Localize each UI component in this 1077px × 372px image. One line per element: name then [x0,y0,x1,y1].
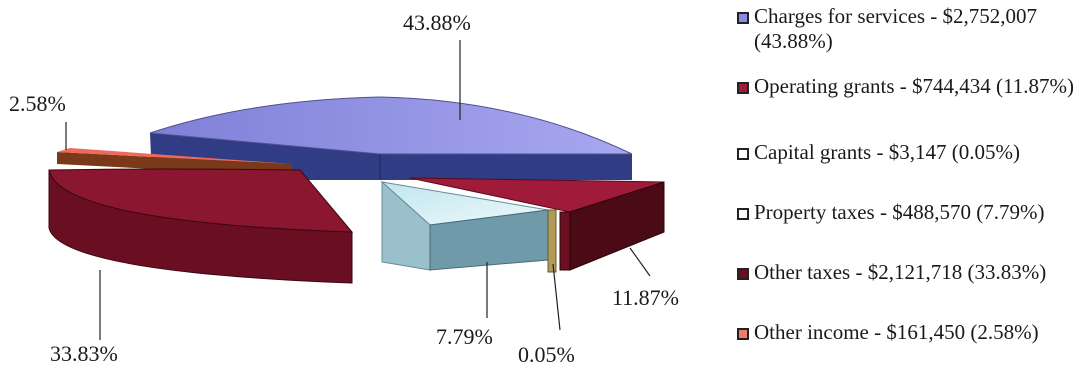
legend-swatch-capital-grants [737,148,749,160]
legend-swatch-other-income [737,328,749,340]
legend-swatch-operating-grants [737,82,749,94]
legend-label-other-income: Other income - $161,450 (2.58%) [754,320,1074,345]
pct-label-other-taxes: 33.83% [50,341,118,366]
pct-label-capital-grants: 0.05% [518,342,575,367]
legend-label-property-taxes: Property taxes - $488,570 (7.79%) [754,200,1074,225]
legend-swatch-charges-for-services [737,12,749,24]
legend-label-capital-grants: Capital grants - $3,147 (0.05%) [754,140,1074,165]
pct-label-other-income: 2.58% [9,91,66,116]
legend-label-other-taxes: Other taxes - $2,121,718 (33.83%) [754,260,1074,285]
legend-label-charges-for-services: Charges for services - $2,752,007 (43.88… [754,4,1074,54]
pct-label-property-taxes: 7.79% [436,324,493,349]
legend-swatch-other-taxes [737,268,749,280]
legend-label-operating-grants: Operating grants - $744,434 (11.87%) [754,74,1074,99]
pct-label-operating-grants: 11.87% [612,285,679,310]
pie-slice-other-taxes [49,169,352,283]
pie-slice-capital-grants [548,210,556,272]
legend-swatch-property-taxes [737,208,749,220]
pct-label-charges-for-services: 43.88% [403,10,471,35]
pie-chart: 43.88% 2.58% 33.83% 11.87% 7.79% 0.05% [0,0,700,372]
